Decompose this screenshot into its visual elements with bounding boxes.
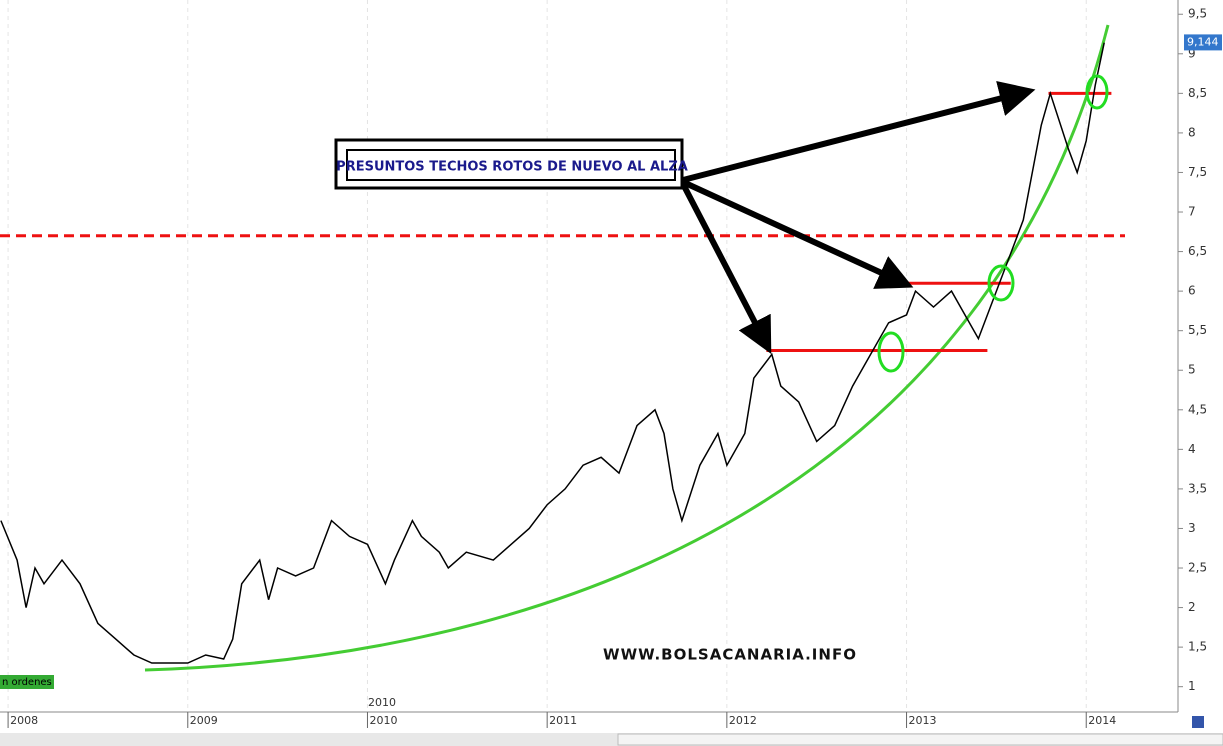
y-tick-label: 3,5 <box>1188 481 1207 495</box>
scrollbar[interactable] <box>617 733 1223 746</box>
side-label-bg <box>0 675 54 689</box>
arrow <box>682 81 1036 183</box>
arrow <box>680 182 772 354</box>
y-tick-label: 3 <box>1188 521 1196 535</box>
y-tick-label: 9,5 <box>1188 7 1207 21</box>
annotation-text: PRESUNTOS TECHOS ROTOS DE NUEVO AL ALZA <box>336 160 688 175</box>
y-tick-label: 6,5 <box>1188 244 1207 258</box>
trend-curve <box>144 24 1110 672</box>
x-tick-label: 2011 <box>549 714 577 727</box>
marker-label: 2010 <box>368 696 396 709</box>
y-tick-label: 5 <box>1188 363 1196 377</box>
side-label: n ordenes <box>2 677 52 688</box>
y-tick-label: 4 <box>1188 442 1196 456</box>
last-price-box <box>1184 34 1222 51</box>
x-tick-label: 2012 <box>729 714 757 727</box>
last-price-label: 9,144 <box>1187 35 1219 48</box>
breakout-circle <box>1085 74 1109 110</box>
annotation-inner <box>346 149 676 181</box>
breakout-circle <box>987 264 1015 302</box>
x-tick-label: 2010 <box>369 714 397 727</box>
x-tick-label: 2008 <box>10 714 38 727</box>
price-line <box>0 42 1105 664</box>
save-icon[interactable] <box>1192 716 1204 728</box>
y-tick-label: 2 <box>1188 600 1196 614</box>
arrow <box>681 179 914 289</box>
watermark: WWW.BOLSACANARIA.INFO <box>603 646 857 664</box>
y-tick-label: 7 <box>1188 205 1196 219</box>
x-tick-label: 2009 <box>190 714 218 727</box>
y-tick-label: 9 <box>1188 46 1196 60</box>
price <box>0 42 1105 664</box>
y-tick-label: 8 <box>1188 125 1196 139</box>
y-tick-label: 7,5 <box>1188 165 1207 179</box>
x-tick-label: 2013 <box>909 714 937 727</box>
arrows <box>680 81 1036 354</box>
y-tick-label: 8,5 <box>1188 86 1207 100</box>
axis-labels: 1 1,5 2 2,5 3 3,5 4 4,5 5 5,5 6 6,5 7 7,5 8 8,5 9 9,5 2008… <box>7 7 1222 728</box>
y-tick-label: 1,5 <box>1188 640 1207 654</box>
y-tick-label: 1 <box>1188 679 1196 693</box>
grid <box>7 0 1087 712</box>
levels <box>0 91 1125 352</box>
breakout-circle <box>877 331 905 373</box>
y-tick-label: 6 <box>1188 284 1196 298</box>
y-tick-label: 2,5 <box>1188 561 1207 575</box>
y-tick-label: 5,5 <box>1188 323 1207 337</box>
y-tick-label: 4,5 <box>1188 402 1207 416</box>
x-tick-label: 2014 <box>1088 714 1116 727</box>
